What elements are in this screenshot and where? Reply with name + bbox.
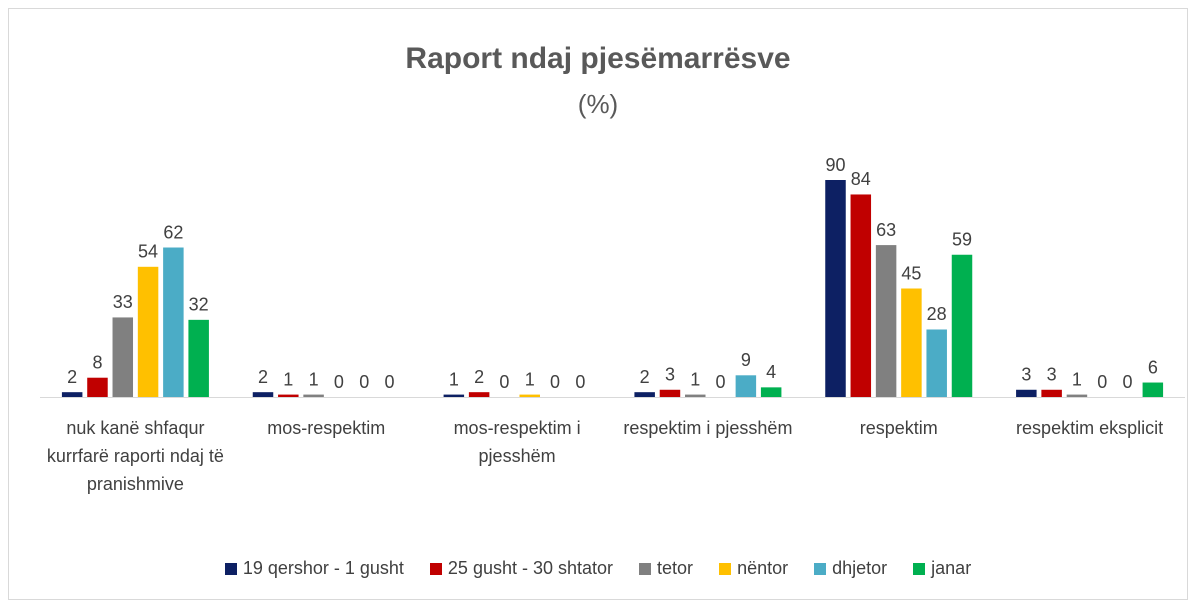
legend-swatch: [639, 562, 652, 575]
data-label: 63: [876, 220, 896, 240]
bar: [519, 394, 540, 397]
legend-label: dhjetor: [832, 558, 888, 578]
data-label: 0: [716, 372, 726, 392]
legend-swatch: [719, 562, 732, 575]
data-label: 2: [640, 367, 650, 387]
data-label: 59: [952, 229, 972, 249]
x-tick-label: nuk kanë shfaqur kurrfarë raporti ndaj t…: [46, 418, 224, 494]
data-label: 0: [359, 372, 369, 392]
bar: [87, 377, 108, 397]
bar: [634, 392, 655, 397]
bar: [1016, 389, 1037, 397]
data-label: 1: [525, 369, 535, 389]
data-label: 0: [575, 372, 585, 392]
legend-label: nëntor: [737, 558, 789, 578]
data-label: 0: [1123, 372, 1133, 392]
x-tick-label: mos-respektim i pjesshëm: [453, 418, 581, 466]
bar: [137, 266, 159, 397]
data-label: 84: [851, 169, 871, 189]
data-label: 33: [113, 292, 133, 312]
bar: [760, 387, 782, 397]
data-label: 6: [1148, 357, 1158, 377]
data-label: 2: [474, 367, 484, 387]
legend-swatch: [814, 562, 827, 575]
bar: [926, 329, 947, 397]
legend-label: janar: [931, 558, 972, 578]
bar: [875, 245, 897, 397]
legend-item: 19 qershor - 1 gusht: [224, 558, 404, 579]
x-tick-label: respektim i pjesshëm: [623, 418, 793, 438]
data-label: 54: [138, 242, 158, 262]
bar: [278, 394, 299, 397]
legend-swatch: [224, 562, 237, 575]
bar: [659, 389, 681, 397]
data-label: 1: [309, 369, 319, 389]
bar: [443, 394, 465, 397]
data-label: 1: [449, 369, 459, 389]
bar: [850, 194, 872, 397]
data-label: 45: [901, 263, 921, 283]
legend-item: dhjetor: [814, 558, 887, 579]
bar: [163, 247, 184, 397]
data-label: 0: [1097, 372, 1107, 392]
bar: [1066, 394, 1088, 397]
legend-item: nëntor: [719, 558, 788, 579]
data-label: 2: [258, 367, 268, 387]
data-label: 1: [1072, 369, 1082, 389]
data-label: 3: [665, 365, 675, 385]
legend-label: tetor: [657, 558, 694, 578]
data-label: 1: [283, 369, 293, 389]
data-label: 0: [499, 372, 509, 392]
data-label: 2: [67, 367, 77, 387]
data-label: 8: [92, 352, 102, 372]
chart-subtitle: (%): [578, 89, 618, 119]
data-label: 1: [690, 369, 700, 389]
bar: [1142, 382, 1164, 397]
data-label: 0: [384, 372, 394, 392]
bar: [825, 180, 846, 397]
data-label: 0: [334, 372, 344, 392]
legend-item: tetor: [639, 558, 693, 579]
data-label: 3: [1047, 365, 1057, 385]
data-label: 4: [766, 362, 776, 382]
data-label: 3: [1021, 365, 1031, 385]
bar: [1041, 389, 1062, 397]
legend-swatch: [429, 562, 442, 575]
data-label: 32: [189, 295, 209, 315]
bar: [685, 394, 706, 397]
data-label: 9: [741, 350, 751, 370]
chart-title: Raport ndaj pjesëmarrësve: [405, 42, 790, 75]
x-tick-label: respektim eksplicit: [1016, 418, 1164, 438]
bar: [901, 288, 922, 397]
legend-label: 19 qershor - 1 gusht: [242, 558, 404, 578]
bar: [112, 317, 134, 397]
bar: [303, 394, 324, 397]
legend-item: 25 gusht - 30 shtator: [429, 558, 614, 579]
data-label: 0: [550, 372, 560, 392]
data-label: 62: [163, 222, 183, 242]
legend-swatch: [913, 562, 926, 575]
bar: [951, 254, 973, 397]
bar: [188, 319, 209, 397]
data-label: 28: [927, 304, 947, 324]
bar: [735, 375, 757, 397]
legend-item: janar: [913, 558, 971, 579]
legend-label: 25 gusht - 30 shtator: [447, 558, 614, 578]
data-label: 90: [825, 155, 845, 175]
x-tick-label: respektim: [859, 418, 938, 438]
legend: 19 qershor - 1 gusht 25 gusht - 30 shtato…: [0, 558, 1196, 579]
x-tick-label: mos-respektim: [267, 418, 386, 438]
bar: [61, 392, 83, 397]
chart-border: [8, 8, 1188, 600]
bar: [468, 392, 490, 397]
bar: [252, 392, 274, 397]
